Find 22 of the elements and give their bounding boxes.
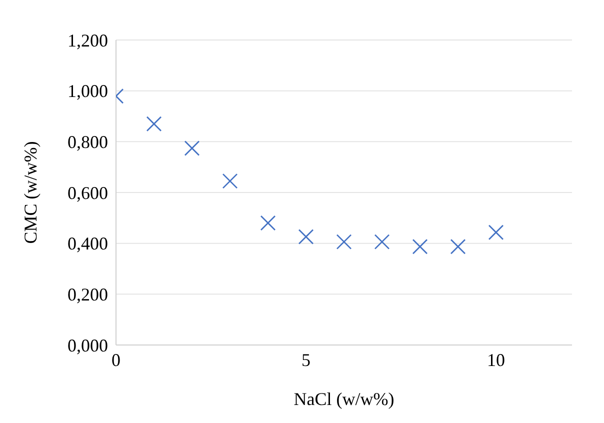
y-tick-label: 0,200 (68, 284, 108, 305)
point (488, 224, 504, 240)
point (412, 238, 428, 254)
y-tick-label: 1,000 (68, 81, 108, 102)
point (146, 116, 162, 132)
point (450, 238, 466, 254)
point (222, 173, 238, 189)
x-tick-label: 10 (487, 350, 505, 370)
point (298, 229, 314, 244)
x-tick-label: 0 (112, 350, 120, 370)
y-tick-label: 1,200 (68, 30, 108, 50)
y-tick-label: 0,400 (68, 234, 108, 254)
point (336, 234, 352, 250)
point (184, 140, 200, 156)
y-tick-label: 0,000 (68, 335, 108, 356)
point (374, 234, 390, 250)
y-axis-title: CMC (w/w%) (20, 141, 40, 244)
x-tick-label: 5 (302, 350, 310, 370)
y-tick-label: 0,600 (68, 182, 108, 203)
y-tick-label: 0,800 (68, 132, 108, 152)
x-axis-title: NaCl (w/w%) (294, 389, 394, 409)
point (260, 215, 276, 231)
